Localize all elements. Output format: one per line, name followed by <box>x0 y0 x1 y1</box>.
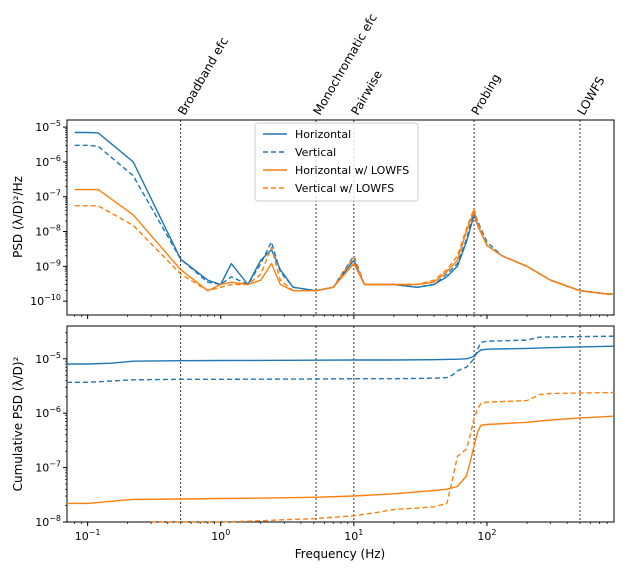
y-tick-label: 10−9 <box>35 258 61 273</box>
psd-series <box>74 131 614 295</box>
cumulative-x-ticks: 10−1 100 101 102 <box>74 522 608 543</box>
cumulative-series <box>67 335 615 523</box>
legend-label: Horizontal w/ LOWFS <box>295 164 409 177</box>
legend-label: Horizontal <box>295 128 351 141</box>
legend-label: Vertical <box>295 146 336 159</box>
cumulative-y-ticks: 10−8 10−7 10−6 10−5 <box>35 332 67 529</box>
y-tick-label: 10−8 <box>35 514 61 529</box>
cumulative-vertical-markers <box>180 326 581 522</box>
y-tick-label: 10−10 <box>30 293 61 308</box>
y-tick-label: 10−5 <box>35 119 61 134</box>
legend-box <box>254 122 419 202</box>
vline-label: Broadband efc <box>175 35 231 118</box>
y-tick-label: 10−6 <box>35 405 61 420</box>
psd-x-ticks <box>74 315 608 319</box>
legend-label: Vertical w/ LOWFS <box>295 182 394 195</box>
series-horizontal-w-lowfs <box>74 188 614 295</box>
series-vertical-w-lowfs <box>74 205 614 295</box>
y-tick-label: 10−5 <box>35 351 61 366</box>
series-vertical-w-lowfs <box>151 391 615 523</box>
vline-label: LOWFS <box>574 74 607 117</box>
psd-panel: 10−10 10−9 10−8 10−7 10−6 10−5 Broadband efc M… <box>11 11 615 319</box>
y-tick-label: 10−7 <box>35 460 61 475</box>
cumulative-y-axis-label: Cumulative PSD (λ/D)² <box>11 356 25 491</box>
x-tick-label: 100 <box>211 528 230 543</box>
x-axis-label: Frequency (Hz) <box>295 547 386 561</box>
cumulative-panel-frame <box>66 325 615 523</box>
vline-label: Pairwise <box>348 68 385 118</box>
vline-label: Probing <box>469 71 504 117</box>
y-tick-label: 10−8 <box>35 224 61 239</box>
legend: Horizontal Vertical Horizontal w/ LOWFS Ver… <box>254 122 419 202</box>
x-tick-label: 101 <box>344 528 363 543</box>
y-tick-label: 10−6 <box>35 154 61 169</box>
psd-y-ticks: 10−10 10−9 10−8 10−7 10−6 10−5 <box>30 119 67 308</box>
series-horizontal <box>67 345 615 365</box>
cumulative-psd-panel: 10−8 10−7 10−6 10−5 10−1 100 101 102 Cumulativ… <box>11 325 615 561</box>
series-vertical <box>67 335 615 383</box>
series-horizontal-w-lowfs <box>67 415 615 505</box>
psd-y-axis-label: PSD (λ/D)²/Hz <box>11 176 25 258</box>
y-tick-label: 10−7 <box>35 189 61 204</box>
x-tick-label: 102 <box>477 528 496 543</box>
x-tick-label: 10−1 <box>75 528 101 543</box>
psd-panel-frame <box>66 119 615 316</box>
series-vertical <box>74 144 614 295</box>
